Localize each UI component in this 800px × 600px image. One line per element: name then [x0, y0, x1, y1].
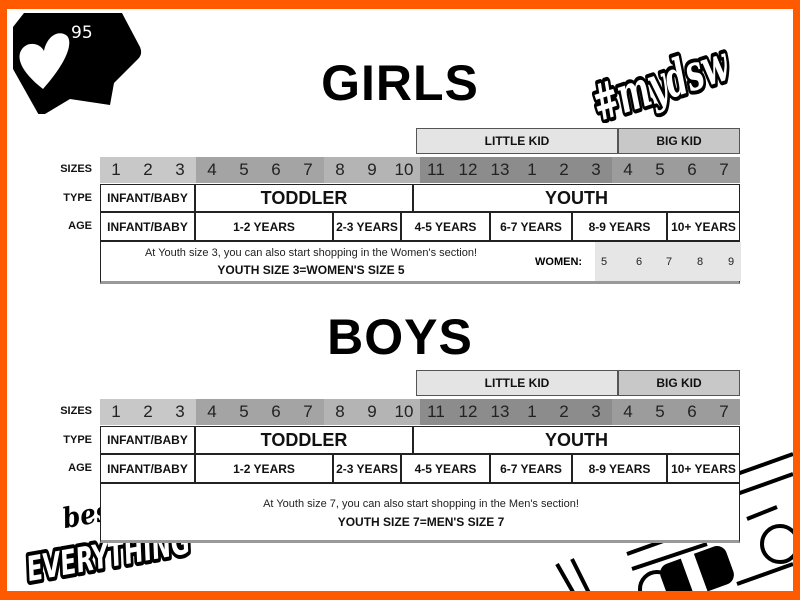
- size-cell: 4: [612, 157, 644, 183]
- women-size: 8: [697, 256, 704, 268]
- size-cell: 7: [708, 399, 740, 425]
- women-size: 9: [728, 256, 735, 268]
- age-cell: 1-2 YEARS: [195, 212, 333, 241]
- size-cell: 13: [484, 399, 516, 425]
- age-row-label: AGE: [68, 462, 92, 474]
- size-cell: 2: [548, 157, 580, 183]
- sizes-row-label: SIZES: [60, 405, 92, 417]
- size-cell: 7: [292, 399, 324, 425]
- age-cell: 10+ YEARS: [667, 212, 740, 241]
- type-cell: YOUTH: [413, 184, 740, 212]
- little-kid-header: LITTLE KID: [416, 370, 618, 396]
- size-cell: 8: [324, 157, 356, 183]
- women-size: 5: [601, 256, 608, 268]
- type-row-label: TYPE: [63, 192, 92, 204]
- likes-badge: [13, 13, 142, 114]
- age-cell: 6-7 YEARS: [490, 454, 572, 483]
- age-cell: 4-5 YEARS: [401, 212, 490, 241]
- size-cell: 6: [676, 399, 708, 425]
- girls-note-bold: YOUTH SIZE 3=WOMEN'S SIZE 5: [217, 263, 405, 277]
- size-cell: 13: [484, 157, 516, 183]
- type-cell: INFANT/BABY: [100, 184, 195, 212]
- size-cell: 12: [452, 157, 484, 183]
- size-cell: 7: [708, 157, 740, 183]
- girls-note-text: At Youth size 3, you can also start shop…: [144, 247, 478, 259]
- age-cell: 8-9 YEARS: [572, 454, 667, 483]
- size-cell: 3: [164, 399, 196, 425]
- size-cell: 2: [132, 399, 164, 425]
- size-cell: 3: [164, 157, 196, 183]
- size-cell: 11: [420, 157, 452, 183]
- age-cell: 2-3 YEARS: [333, 212, 401, 241]
- size-cell: 1: [516, 157, 548, 183]
- size-cell: 4: [612, 399, 644, 425]
- heart-icon: [19, 33, 70, 89]
- type-row-label: TYPE: [63, 434, 92, 446]
- size-cell: 2: [548, 399, 580, 425]
- size-cell: 5: [228, 399, 260, 425]
- size-cell: 6: [676, 157, 708, 183]
- age-cell: 10+ YEARS: [667, 454, 740, 483]
- size-cell: 9: [356, 399, 388, 425]
- size-cell: 5: [228, 157, 260, 183]
- age-cell: 1-2 YEARS: [195, 454, 333, 483]
- size-chart-canvas: 95 #mydsw best of EVERYTHING GIRLSLITTLE…: [7, 9, 793, 591]
- size-cell: 4: [196, 399, 228, 425]
- women-size: 6: [636, 256, 643, 268]
- boys-title: BOYS: [327, 309, 473, 365]
- size-cell: 8: [324, 399, 356, 425]
- boys-note-text: At Youth size 7, you can also start shop…: [263, 498, 579, 510]
- size-cell: 7: [292, 157, 324, 183]
- type-cell: YOUTH: [413, 426, 740, 454]
- little-kid-header: LITTLE KID: [416, 128, 618, 154]
- age-cell: 4-5 YEARS: [401, 454, 490, 483]
- age-row-label: AGE: [68, 220, 92, 232]
- age-cell: INFANT/BABY: [100, 454, 195, 483]
- boys-note-box: At Youth size 7, you can also start shop…: [100, 483, 740, 543]
- girls-title: GIRLS: [321, 55, 479, 111]
- size-cell: 2: [132, 157, 164, 183]
- age-cell: 6-7 YEARS: [490, 212, 572, 241]
- size-cell: 4: [196, 157, 228, 183]
- size-cell: 12: [452, 399, 484, 425]
- size-cell: 1: [100, 399, 132, 425]
- type-cell: TODDLER: [195, 184, 413, 212]
- size-cell: 1: [100, 157, 132, 183]
- size-cell: 10: [388, 157, 420, 183]
- type-cell: TODDLER: [195, 426, 413, 454]
- size-cell: 5: [644, 157, 676, 183]
- type-cell: INFANT/BABY: [100, 426, 195, 454]
- age-cell: INFANT/BABY: [100, 212, 195, 241]
- girls-note-box: At Youth size 3, you can also start shop…: [100, 241, 741, 284]
- women-label: WOMEN:: [535, 256, 583, 268]
- size-cell: 3: [580, 399, 612, 425]
- boys-note-bold: YOUTH SIZE 7=MEN'S SIZE 7: [337, 515, 505, 529]
- big-kid-header: BIG KID: [618, 128, 740, 154]
- size-cell: 3: [580, 157, 612, 183]
- women-sizes-area: [595, 242, 741, 281]
- size-cell: 9: [356, 157, 388, 183]
- sizes-row-label: SIZES: [60, 163, 92, 175]
- size-cell: 6: [260, 399, 292, 425]
- size-cell: 11: [420, 399, 452, 425]
- likes-count: 95: [71, 23, 93, 43]
- size-cell: 1: [516, 399, 548, 425]
- size-cell: 6: [260, 157, 292, 183]
- women-size: 7: [666, 256, 673, 268]
- size-cell: 10: [388, 399, 420, 425]
- age-cell: 2-3 YEARS: [333, 454, 401, 483]
- size-cell: 5: [644, 399, 676, 425]
- hashtag-logo: #mydsw: [581, 29, 737, 123]
- big-kid-header: BIG KID: [618, 370, 740, 396]
- age-cell: 8-9 YEARS: [572, 212, 667, 241]
